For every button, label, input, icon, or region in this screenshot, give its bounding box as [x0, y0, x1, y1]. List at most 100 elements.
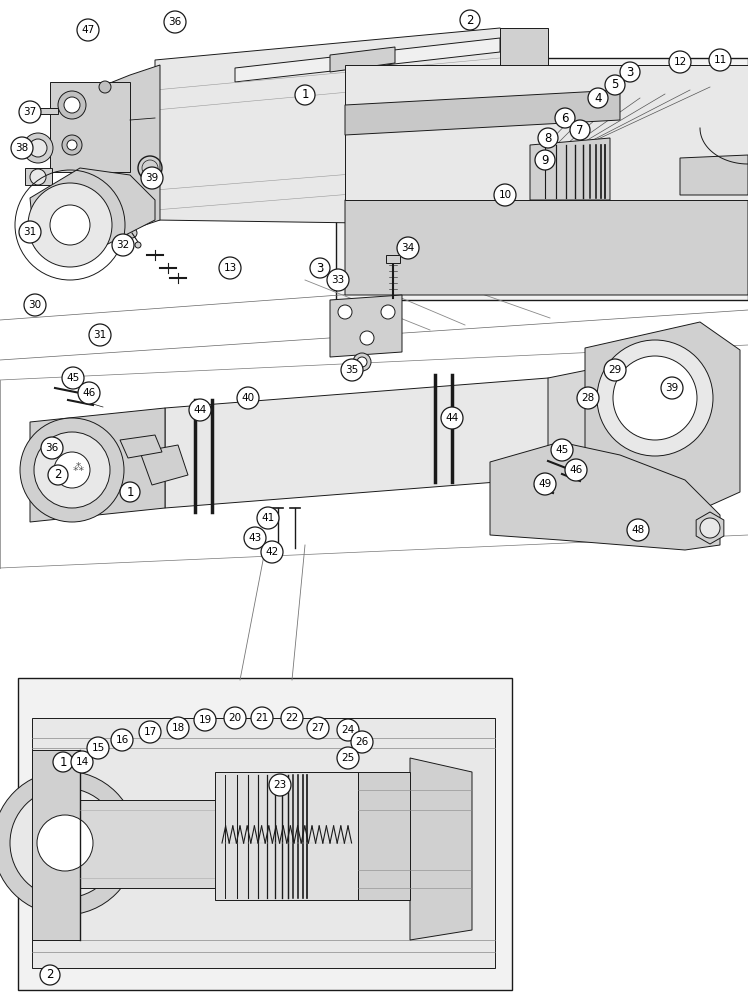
Polygon shape [50, 82, 130, 172]
Circle shape [71, 751, 93, 773]
Circle shape [261, 541, 283, 563]
Circle shape [604, 359, 626, 381]
Polygon shape [155, 28, 548, 225]
Circle shape [189, 399, 211, 421]
Polygon shape [680, 155, 748, 195]
Polygon shape [585, 322, 740, 510]
Polygon shape [530, 138, 610, 200]
Polygon shape [215, 772, 358, 900]
Circle shape [164, 11, 186, 33]
Polygon shape [330, 295, 402, 357]
Text: 31: 31 [94, 330, 107, 340]
Polygon shape [410, 758, 472, 940]
Text: 9: 9 [542, 153, 549, 166]
Text: 44: 44 [445, 413, 459, 423]
Text: 32: 32 [117, 240, 129, 250]
Text: 18: 18 [171, 723, 185, 733]
Text: 42: 42 [266, 547, 278, 557]
Text: 48: 48 [631, 525, 645, 535]
Circle shape [20, 418, 124, 522]
Text: 10: 10 [498, 190, 512, 200]
Circle shape [135, 242, 141, 248]
Circle shape [41, 437, 63, 459]
Circle shape [460, 10, 480, 30]
Text: ⁂: ⁂ [73, 463, 84, 473]
Circle shape [53, 752, 73, 772]
Text: 12: 12 [673, 57, 687, 67]
Text: 35: 35 [346, 365, 358, 375]
Polygon shape [345, 65, 748, 200]
Circle shape [565, 459, 587, 481]
Polygon shape [358, 772, 410, 900]
Circle shape [30, 169, 46, 185]
Polygon shape [80, 800, 370, 888]
Circle shape [87, 737, 109, 759]
Circle shape [224, 707, 246, 729]
Polygon shape [32, 750, 80, 940]
Text: 30: 30 [28, 300, 42, 310]
Text: 36: 36 [46, 443, 58, 453]
Polygon shape [336, 58, 748, 300]
Circle shape [295, 85, 315, 105]
Circle shape [620, 62, 640, 82]
Circle shape [337, 747, 359, 769]
Polygon shape [25, 168, 52, 185]
Circle shape [34, 432, 110, 508]
Circle shape [77, 19, 99, 41]
Circle shape [700, 518, 720, 538]
Circle shape [381, 305, 395, 319]
Circle shape [577, 387, 599, 409]
Circle shape [28, 183, 112, 267]
Polygon shape [22, 107, 32, 115]
Text: 8: 8 [545, 131, 552, 144]
Polygon shape [165, 378, 585, 508]
Circle shape [281, 707, 303, 729]
Text: 11: 11 [714, 55, 726, 65]
Polygon shape [490, 442, 720, 550]
Circle shape [494, 184, 516, 206]
Polygon shape [345, 165, 748, 295]
Circle shape [112, 234, 134, 256]
Text: 1: 1 [126, 486, 134, 498]
Circle shape [111, 729, 133, 751]
Polygon shape [345, 90, 620, 135]
Text: 20: 20 [228, 713, 242, 723]
Circle shape [360, 331, 374, 345]
Text: 6: 6 [561, 111, 568, 124]
Circle shape [89, 324, 111, 346]
Text: 3: 3 [626, 66, 634, 79]
Polygon shape [235, 38, 500, 82]
Circle shape [613, 356, 697, 440]
Circle shape [19, 221, 41, 243]
Circle shape [64, 97, 80, 113]
Circle shape [588, 88, 608, 108]
Text: 17: 17 [144, 727, 156, 737]
Polygon shape [32, 718, 495, 968]
Text: 15: 15 [91, 743, 105, 753]
Circle shape [24, 294, 46, 316]
Circle shape [307, 717, 329, 739]
Text: 13: 13 [224, 263, 236, 273]
Polygon shape [330, 47, 395, 72]
Text: 43: 43 [248, 533, 262, 543]
Circle shape [269, 774, 291, 796]
Text: 16: 16 [115, 735, 129, 745]
Polygon shape [120, 435, 162, 458]
Text: 21: 21 [255, 713, 269, 723]
Polygon shape [32, 108, 58, 114]
Text: 2: 2 [466, 13, 473, 26]
Circle shape [62, 135, 82, 155]
Text: 2: 2 [46, 968, 54, 982]
Circle shape [351, 731, 373, 753]
Circle shape [570, 120, 590, 140]
Circle shape [551, 439, 573, 461]
Circle shape [10, 788, 120, 898]
Circle shape [67, 140, 77, 150]
Text: 5: 5 [611, 79, 619, 92]
Text: 3: 3 [316, 261, 324, 274]
Circle shape [709, 49, 731, 71]
Text: 29: 29 [608, 365, 622, 375]
Text: 40: 40 [242, 393, 254, 403]
Circle shape [29, 139, 47, 157]
Circle shape [661, 377, 683, 399]
